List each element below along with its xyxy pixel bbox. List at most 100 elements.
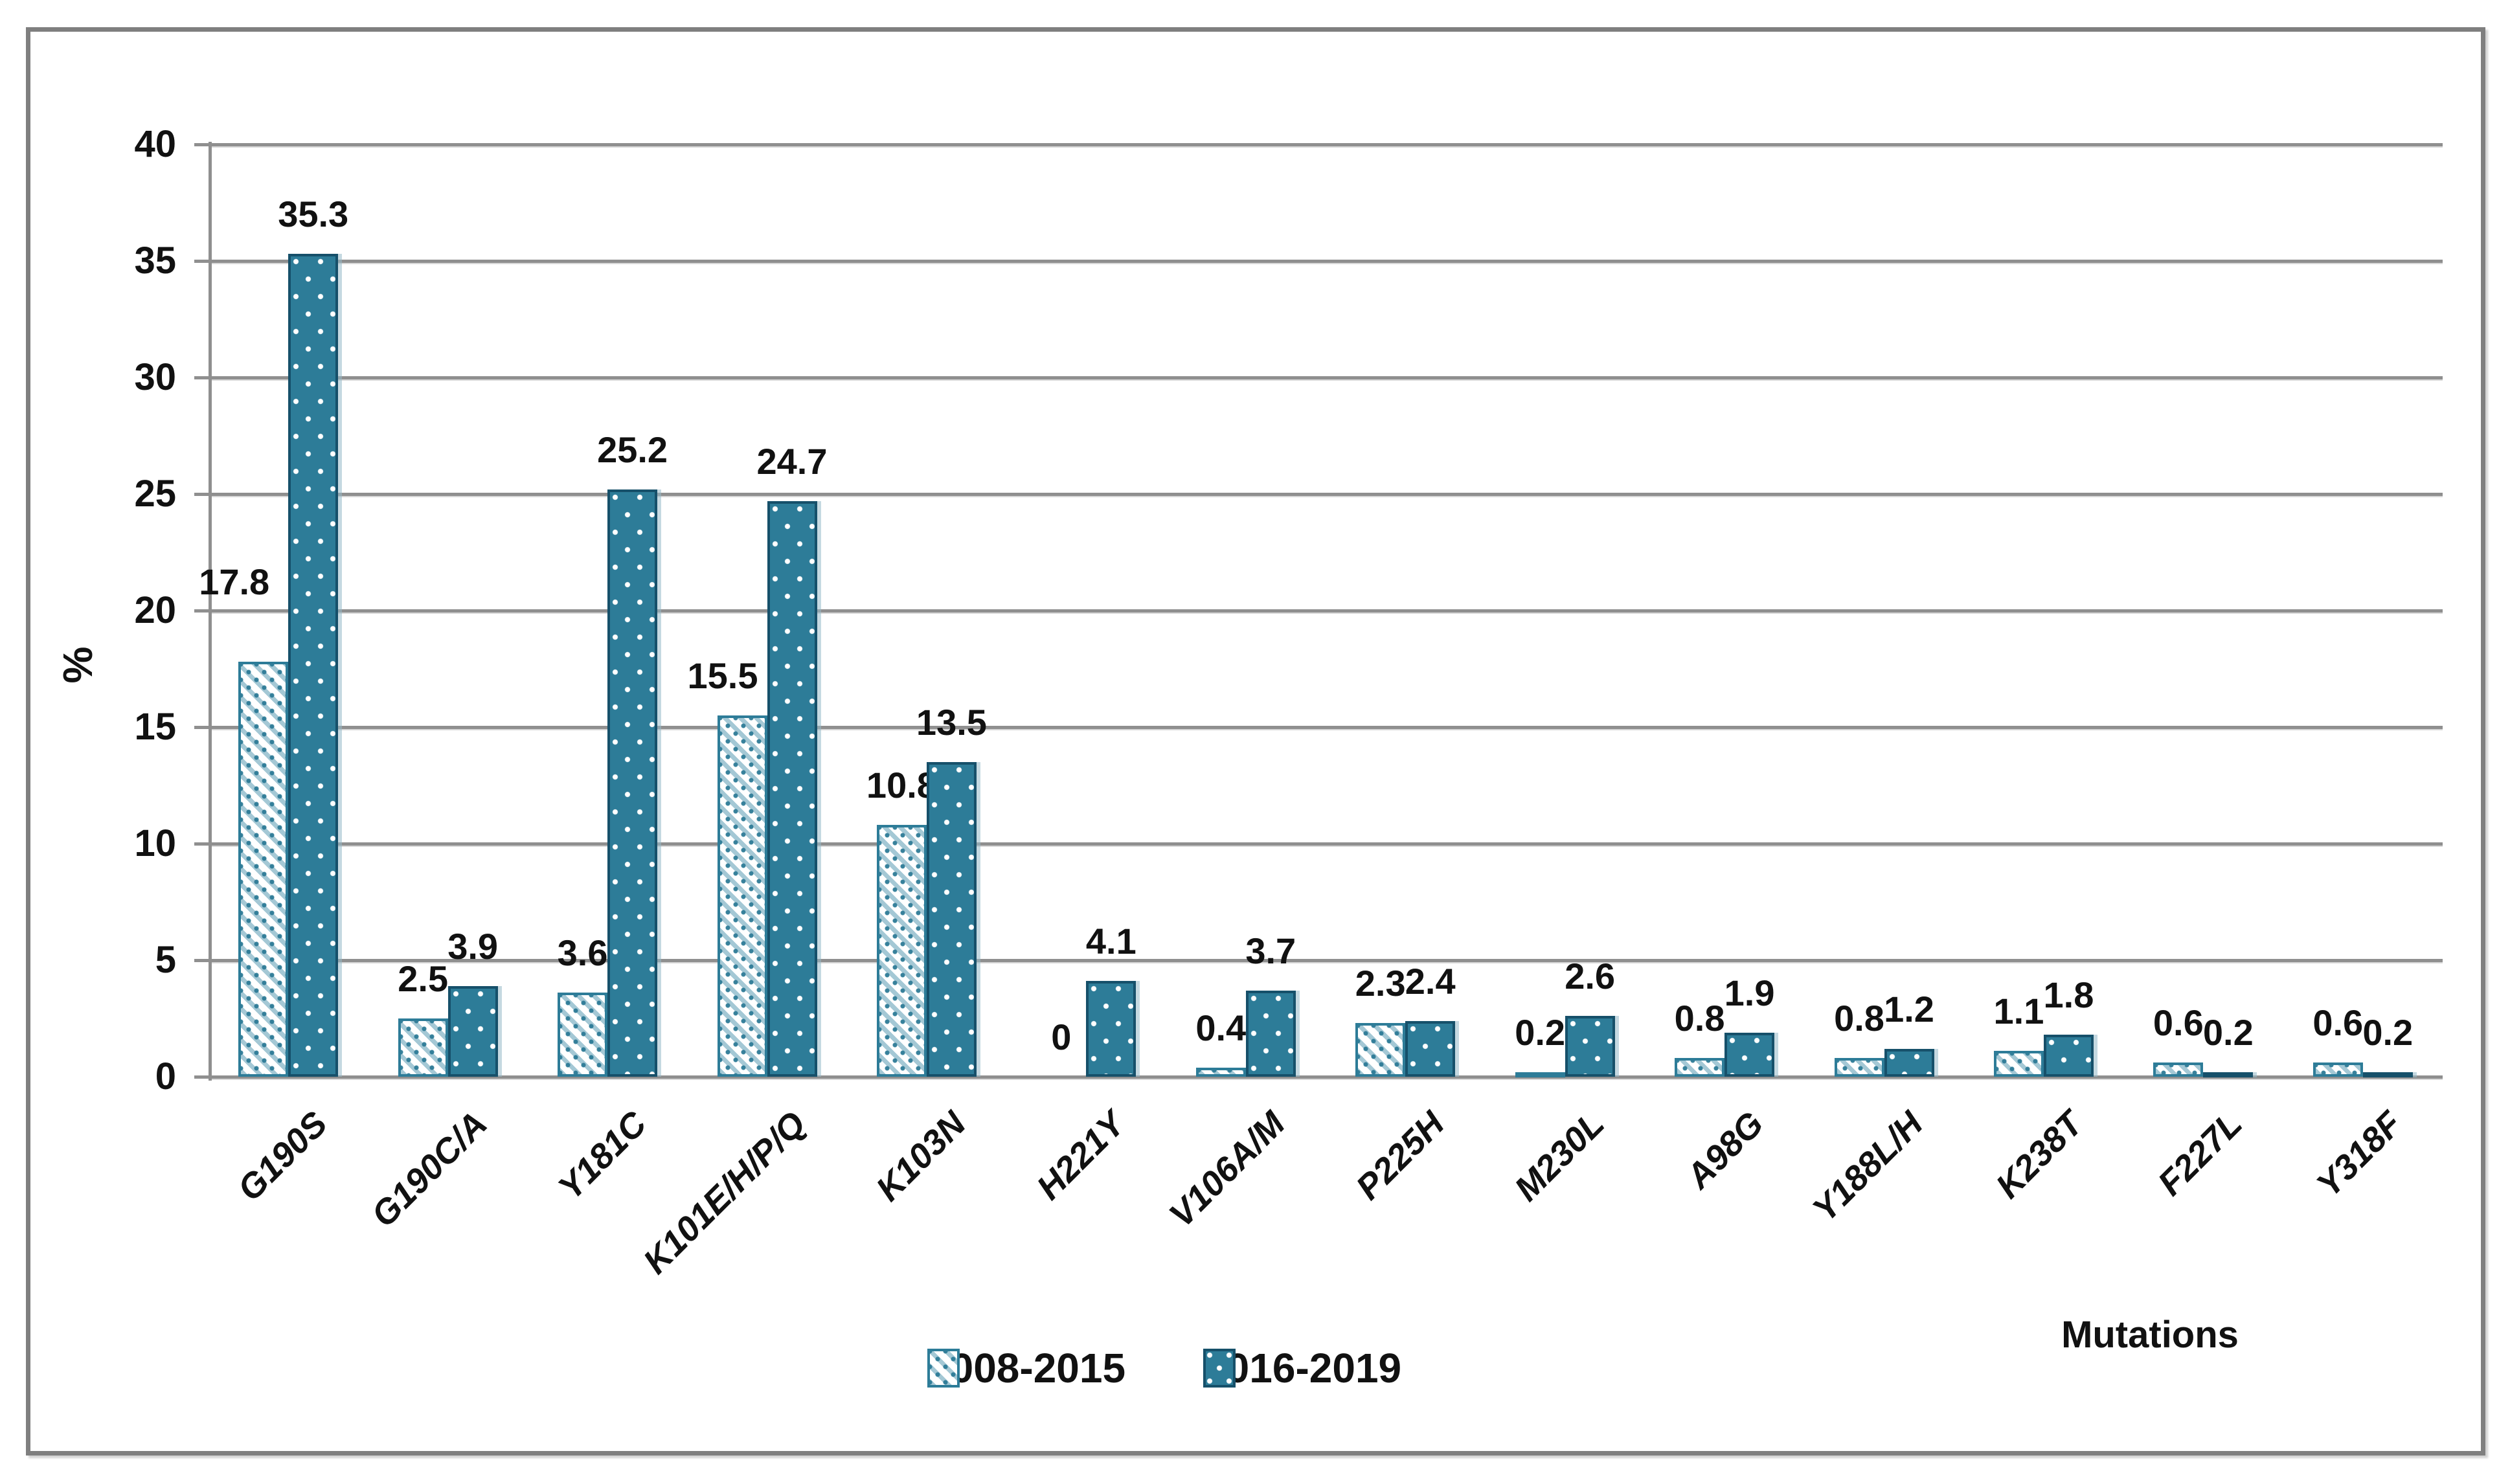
x-tick-label-Y181C: Y181C <box>550 1104 654 1208</box>
x-tick-label-A98G: A98G <box>1679 1104 1771 1197</box>
legend-swatch-solid <box>1203 1349 1236 1388</box>
y-tick-label-35: 35 <box>134 240 176 282</box>
bar-2016-2019-P225H <box>1405 1021 1456 1077</box>
y-tick-label-0: 0 <box>155 1055 176 1097</box>
gridline-40 <box>209 143 2443 146</box>
value-label-2016-2019-K238T: 1.8 <box>2043 974 2094 1015</box>
bar-2008-2015-Y181C <box>558 993 608 1077</box>
value-label-2008-2015-Y318F: 0.6 <box>2312 1002 2364 1043</box>
value-label-2008-2015-G190C/A: 2.5 <box>398 958 449 999</box>
value-label-2016-2019-Y318F: 0.2 <box>2362 1012 2414 1053</box>
gridline-35 <box>209 260 2443 263</box>
y-tick-label-10: 10 <box>134 822 176 864</box>
value-label-2016-2019-A98G: 1.9 <box>1724 972 1775 1013</box>
x-tick-label-Y318F: Y318F <box>2309 1104 2410 1205</box>
legend-label: 2008-2015 <box>927 1345 1126 1391</box>
bar-2016-2019-K238T <box>2043 1035 2094 1077</box>
bar-2016-2019-F227L <box>2203 1072 2254 1077</box>
y-axis-line <box>209 142 212 1081</box>
y-tick-label-25: 25 <box>134 473 176 515</box>
value-label-2016-2019-H221Y: 4.1 <box>1085 921 1136 961</box>
y-tick-10 <box>194 842 209 846</box>
value-label-2016-2019-G190C/A: 3.9 <box>447 926 499 967</box>
bar-2008-2015-Y188L/H <box>1834 1058 1884 1077</box>
gridline-0 <box>209 1075 2443 1079</box>
bar-2008-2015-M230L <box>1515 1072 1565 1077</box>
bar-2016-2019-M230L <box>1565 1016 1615 1077</box>
x-tick-label-K101E/H/P/Q: K101E/H/P/Q <box>636 1104 814 1282</box>
x-tick-label-H221Y: H221Y <box>1029 1104 1133 1208</box>
bar-2008-2015-V106A/M <box>1195 1068 1246 1077</box>
value-label-2008-2015-Y181C: 3.6 <box>557 932 608 973</box>
value-label-2016-2019-P225H: 2.4 <box>1405 961 1456 1002</box>
legend-label: 2016-2019 <box>1203 1345 1402 1391</box>
value-label-2016-2019-Y188L/H: 1.2 <box>1884 989 1934 1029</box>
bar-2016-2019-G190S <box>288 254 339 1077</box>
y-axis-title: % <box>54 646 101 684</box>
y-tick-15 <box>194 726 209 729</box>
value-label-2008-2015-A98G: 0.8 <box>1674 998 1725 1039</box>
value-label-2016-2019-M230L: 2.6 <box>1565 956 1616 996</box>
x-tick-label-G190C/A: G190C/A <box>363 1104 495 1235</box>
bar-2008-2015-A98G <box>1675 1058 1725 1077</box>
gridline-20 <box>209 609 2443 613</box>
y-tick-5 <box>194 959 209 962</box>
x-tick-label-M230L: M230L <box>1507 1104 1612 1209</box>
value-label-2008-2015-V106A/M: 0.4 <box>1195 1007 1247 1048</box>
value-label-2016-2019-G190S: 35.3 <box>278 194 349 234</box>
bar-2016-2019-Y181C <box>607 489 658 1077</box>
y-tick-20 <box>194 609 209 613</box>
x-tick-label-K238T: K238T <box>1988 1104 2090 1206</box>
x-tick-label-P225H: P225H <box>1348 1104 1452 1208</box>
x-axis-title: Mutations <box>2061 1314 2239 1356</box>
value-label-2008-2015-H221Y: 0 <box>1051 1017 1072 1057</box>
value-label-2008-2015-Y188L/H: 0.8 <box>1834 998 1884 1039</box>
y-tick-0 <box>194 1075 209 1079</box>
value-label-2016-2019-F227L: 0.2 <box>2202 1012 2254 1053</box>
bar-2016-2019-Y188L/H <box>1884 1049 1934 1077</box>
bar-2016-2019-A98G <box>1724 1033 1775 1077</box>
y-tick-25 <box>194 493 209 496</box>
x-tick-label-G190S: G190S <box>230 1104 335 1209</box>
gridline-25 <box>209 493 2443 496</box>
legend: 2008-2015 2016-2019 <box>927 1344 1401 1392</box>
y-tick-label-5: 5 <box>155 939 176 981</box>
bar-2016-2019-K101E/H/P/Q <box>767 501 817 1077</box>
value-label-2008-2015-K103N: 10.8 <box>866 765 937 805</box>
value-label-2008-2015-G190S: 17.8 <box>199 561 270 602</box>
bar-2016-2019-G190C/A <box>447 986 498 1077</box>
value-label-2008-2015-K101E/H/P/Q: 15.5 <box>687 655 758 696</box>
bar-2008-2015-K101E/H/P/Q <box>717 715 767 1077</box>
bar-2008-2015-G190S <box>238 662 289 1077</box>
bar-2008-2015-P225H <box>1355 1023 1406 1077</box>
x-tick-label-V106A/M: V106A/M <box>1161 1104 1293 1235</box>
value-label-2016-2019-Y181C: 25.2 <box>597 429 668 470</box>
y-tick-label-30: 30 <box>134 356 176 398</box>
legend-item-2016-2019: 2016-2019 <box>1203 1344 1401 1392</box>
value-label-2008-2015-K238T: 1.1 <box>1993 991 2044 1031</box>
y-tick-35 <box>194 260 209 263</box>
y-tick-40 <box>194 143 209 146</box>
y-tick-label-20: 20 <box>134 589 176 631</box>
bar-2016-2019-V106A/M <box>1245 991 1296 1077</box>
gridline-5 <box>209 959 2443 962</box>
legend-swatch-hatched <box>927 1349 960 1388</box>
bar-2008-2015-Y318F <box>2312 1062 2363 1077</box>
value-label-2008-2015-M230L: 0.2 <box>1515 1012 1566 1053</box>
gridline-15 <box>209 726 2443 729</box>
gridline-10 <box>209 842 2443 846</box>
bar-2016-2019-K103N <box>926 762 977 1077</box>
bar-2008-2015-F227L <box>2153 1062 2204 1077</box>
bar-2016-2019-H221Y <box>1086 981 1136 1077</box>
value-label-2016-2019-K103N: 13.5 <box>916 702 987 743</box>
bar-2008-2015-K238T <box>1993 1051 2044 1077</box>
value-label-2016-2019-K101E/H/P/Q: 24.7 <box>756 441 828 482</box>
gridline-30 <box>209 376 2443 379</box>
value-label-2008-2015-F227L: 0.6 <box>2153 1002 2204 1043</box>
x-tick-label-Y188L/H: Y188L/H <box>1805 1104 1931 1230</box>
y-tick-label-15: 15 <box>134 706 176 748</box>
y-tick-30 <box>194 376 209 379</box>
x-tick-label-F227L: F227L <box>2151 1104 2250 1204</box>
legend-item-2008-2015: 2008-2015 <box>927 1344 1125 1392</box>
